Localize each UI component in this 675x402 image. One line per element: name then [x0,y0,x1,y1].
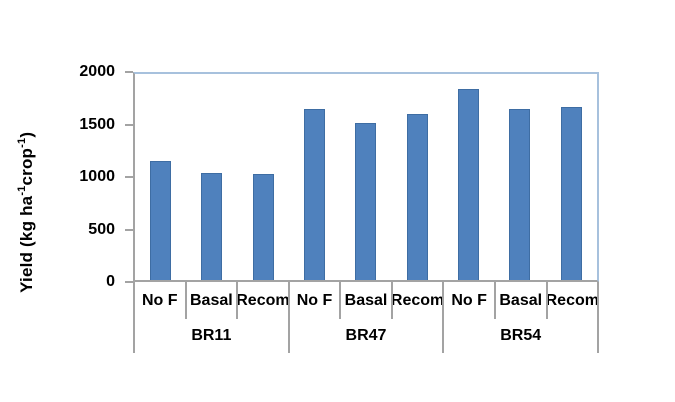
category-axis: No F Basal Recom No F Basal Recom No F Basal Rec… [133,282,600,319]
category-label: Basal [496,282,548,319]
bar-slot-BR54-Basal [494,74,545,280]
bar-BR54-Basal [509,109,531,280]
y-tick-mark [125,176,133,178]
bar-BR54-Recom [560,107,582,280]
y-tick-mark [125,123,133,126]
bar-slot-BR54-NoF [443,74,494,280]
y-axis-title-superscript: -1 [16,137,29,148]
y-axis-title-part: Yield (kg ha [17,195,37,293]
bar-BR54-NoF [458,89,480,280]
bar-slot-BR47-NoF [289,74,340,280]
category-label: Recom [238,282,290,319]
bar-slot-BR11-NoF [135,74,186,280]
group-axis: BR11 BR47 BR54 [133,319,600,353]
category-label: Recom [393,282,445,319]
y-axis-title-superscript: -1 [16,185,29,196]
y-tick-label: 2000 [79,63,115,80]
y-tick-mark [125,71,133,73]
category-label: No F [444,282,496,319]
bar-slot-BR11-Recom [238,74,289,280]
y-tick-label: 1500 [79,115,115,133]
bar-BR47-Basal [355,123,377,280]
bar-slot-BR47-Basal [340,74,391,280]
bar-slot-BR47-Recom [392,74,443,280]
category-label: No F [290,282,342,319]
group-label: BR47 [290,319,445,353]
y-axis-title: Yield (kg ha-1crop-1) [10,72,44,352]
group-label: BR11 [135,319,290,353]
bar-BR11-Recom [252,173,274,280]
bar-BR11-Basal [201,172,223,280]
category-label: Recom [548,282,600,319]
y-tick-mark [125,281,133,283]
category-label: Basal [187,282,239,319]
y-tick-label: 1000 [79,168,115,185]
category-label: No F [135,282,187,319]
bar-BR47-Recom [406,114,428,280]
y-tick-label: 500 [88,220,115,238]
plot-area [133,72,599,282]
y-axis-title-part: ) [17,131,37,138]
bar-slot-BR11-Basal [186,74,237,280]
y-axis-title-text: Yield (kg ha-1crop-1) [17,131,38,292]
category-label: Basal [341,282,393,319]
bar-BR11-NoF [150,160,172,280]
group-label: BR54 [444,319,600,353]
y-tick-mark [125,228,133,231]
bar-slot-BR54-Recom [546,74,597,280]
bar-BR47-NoF [304,109,326,280]
y-axis-title-part: crop [17,147,37,186]
y-tick-label: 0 [106,273,115,290]
